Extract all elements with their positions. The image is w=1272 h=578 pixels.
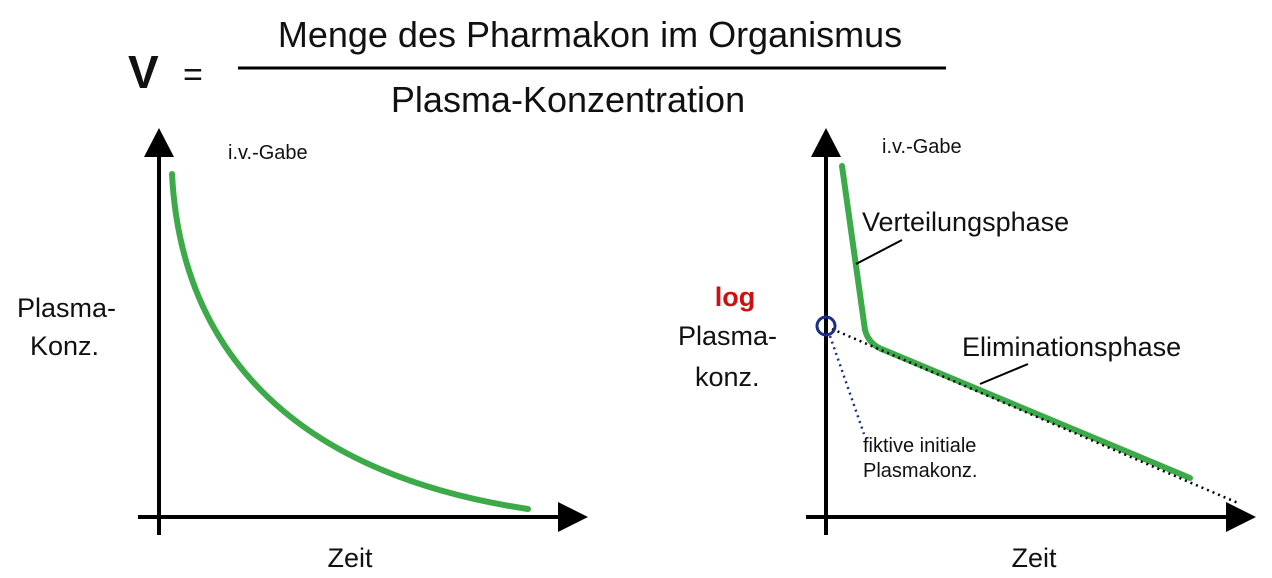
phase1-label: Verteilungsphase xyxy=(862,207,1069,237)
right-ylabel-log: log xyxy=(715,282,756,312)
left-x-axis-arrow xyxy=(558,502,588,532)
formula-equals: = xyxy=(183,56,203,94)
left-annotation: i.v.-Gabe xyxy=(228,142,308,164)
note-line2: Plasmakonz. xyxy=(863,460,978,482)
right-concentration-curve xyxy=(839,163,1193,481)
formula-denominator: Plasma-Konzentration xyxy=(391,79,745,120)
right-y-axis-arrow xyxy=(811,128,841,157)
right-plot: i.v.-Gabe Verteilungsphase Eliminationsp… xyxy=(678,128,1256,573)
phase2-leader xyxy=(979,363,1029,385)
right-ylabel-line2: konz. xyxy=(695,362,760,392)
left-y-axis-arrow xyxy=(144,128,174,157)
left-concentration-curve xyxy=(169,171,531,512)
note-pointer-line xyxy=(828,335,866,435)
extrapolation-line xyxy=(831,327,1239,505)
left-ylabel-line1: Plasma- xyxy=(17,293,116,323)
formula-lhs: V xyxy=(128,46,159,98)
right-x-axis-arrow xyxy=(1226,502,1256,532)
initial-concentration-marker xyxy=(815,315,837,337)
formula-numerator: Menge des Pharmakon im Organismus xyxy=(278,14,902,55)
phase1-leader xyxy=(855,239,903,265)
left-xlabel: Zeit xyxy=(327,543,373,573)
right-annotation: i.v.-Gabe xyxy=(882,136,962,158)
right-xlabel: Zeit xyxy=(1011,543,1057,573)
left-plot: i.v.-Gabe Plasma- Konz. Zeit xyxy=(17,128,588,573)
left-ylabel-line2: Konz. xyxy=(30,331,99,361)
right-ylabel-line1: Plasma- xyxy=(678,321,777,351)
note-line1: fiktive initiale xyxy=(863,435,976,457)
phase2-label: Eliminationsphase xyxy=(962,332,1181,362)
